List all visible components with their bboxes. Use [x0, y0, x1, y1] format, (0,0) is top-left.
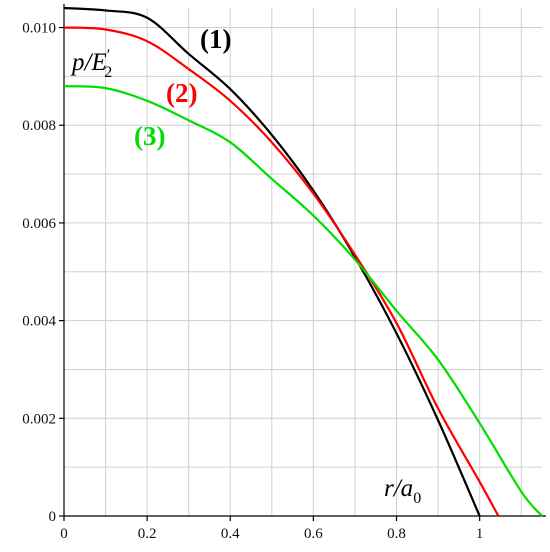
- y-tick-label: 0.010: [22, 21, 56, 37]
- y-tick-label: 0.002: [22, 411, 56, 427]
- series-label-2: (2): [166, 78, 197, 108]
- series-label-1: (1): [200, 24, 231, 54]
- series-line-3: [63, 85, 543, 517]
- x-axis-title: r/a0: [384, 475, 421, 507]
- y-tick-label: 0: [49, 509, 57, 525]
- y-tick-label: 0.006: [22, 216, 56, 232]
- x-tick-label: 0.8: [387, 526, 406, 542]
- series-line-1: [63, 6, 481, 517]
- axes: [59, 4, 546, 521]
- x-tick-label: 1: [476, 526, 484, 542]
- series-line-2: [63, 26, 500, 517]
- series-label-3: (3): [134, 121, 165, 151]
- axis-titles: p/E′ 2 r/a0: [70, 47, 421, 507]
- series-lines: [63, 6, 543, 517]
- y-tick-label: 0.004: [22, 314, 56, 330]
- x-tick-label: 0.4: [221, 526, 240, 542]
- y-axis-title: p/E′ 2: [70, 47, 112, 81]
- tick-labels: 0 0.002 0.004 0.006 0.008 0.010 0 0.2 0.4 0.6 0.8 1: [22, 21, 483, 542]
- x-tick-label: 0.6: [304, 526, 323, 542]
- x-tick-label: 0.2: [138, 526, 157, 542]
- y-tick-label: 0.008: [22, 118, 56, 134]
- series-labels: (1)(2)(3): [134, 24, 231, 151]
- x-tick-label: 0: [60, 526, 68, 542]
- grid: [64, 8, 542, 516]
